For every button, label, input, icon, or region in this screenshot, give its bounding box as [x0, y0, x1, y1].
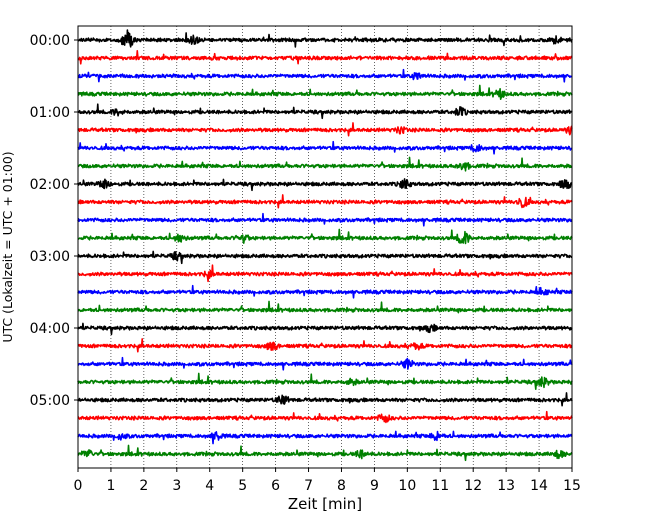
- trace-0530: [77, 430, 573, 445]
- x-tick-label-0: 0: [74, 478, 83, 494]
- trace-0430: [77, 356, 573, 371]
- x-tick-label-6: 6: [271, 478, 280, 494]
- y-ticks: 00:00 01:00 02:00 03:00 04:00 05:00: [30, 33, 78, 409]
- x-tick-label-2: 2: [139, 478, 148, 494]
- x-axis-label: Zeit [min]: [288, 495, 362, 513]
- plot-frame: [77, 25, 573, 469]
- y-tick-label-1: 01:00: [30, 105, 70, 121]
- x-tick-label-14: 14: [530, 478, 548, 494]
- trace-0230: [77, 212, 573, 227]
- x-tick-label-7: 7: [304, 478, 313, 494]
- trace-0330: [77, 284, 573, 299]
- x-tick-label-1: 1: [106, 478, 115, 494]
- trace-0115: [77, 122, 573, 137]
- x-tick-label-15: 15: [563, 478, 581, 494]
- y-tick-label-4: 04:00: [30, 321, 70, 337]
- x-tick-label-11: 11: [431, 478, 449, 494]
- x-tick-label-12: 12: [464, 478, 482, 494]
- y-tick-label-3: 03:00: [30, 249, 70, 265]
- y-tick-label-2: 02:00: [30, 177, 70, 193]
- y-axis-label: UTC (Lokalzeit = UTC + 01:00): [0, 151, 15, 342]
- x-tick-label-10: 10: [398, 478, 416, 494]
- x-tick-label-9: 9: [370, 478, 379, 494]
- trace-0015: [77, 50, 573, 65]
- trace-0000: [77, 29, 573, 48]
- trace-0215: [77, 194, 573, 209]
- trace-0145: [77, 156, 573, 172]
- trace-0515: [77, 410, 573, 424]
- x-tick-label-8: 8: [337, 478, 346, 494]
- trace-0300: [77, 250, 573, 265]
- trace-0545: [77, 444, 573, 462]
- trace-0400: [77, 322, 573, 336]
- seismic-traces: [77, 29, 573, 462]
- x-tick-label-13: 13: [497, 478, 515, 494]
- trace-0130: [77, 140, 573, 155]
- x-tick-label-3: 3: [172, 478, 181, 494]
- y-tick-label-5: 05:00: [30, 393, 70, 409]
- x-ticks: 0 1 2 3 4 5 6 7 8 9 10 11 12 13 14 15: [74, 468, 581, 494]
- trace-0500: [77, 392, 573, 407]
- trace-0030: [77, 68, 573, 83]
- trace-0100: [77, 103, 573, 120]
- x-tick-label-5: 5: [238, 478, 247, 494]
- trace-0315: [77, 264, 573, 283]
- trace-0045: [77, 84, 573, 101]
- y-tick-label-0: 00:00: [30, 33, 70, 49]
- trace-0245: [77, 228, 573, 245]
- x-tick-label-4: 4: [205, 478, 214, 494]
- trace-0345: [77, 300, 573, 314]
- trace-0200: [77, 178, 573, 192]
- trace-0415: [77, 338, 573, 353]
- trace-0445: [77, 372, 573, 390]
